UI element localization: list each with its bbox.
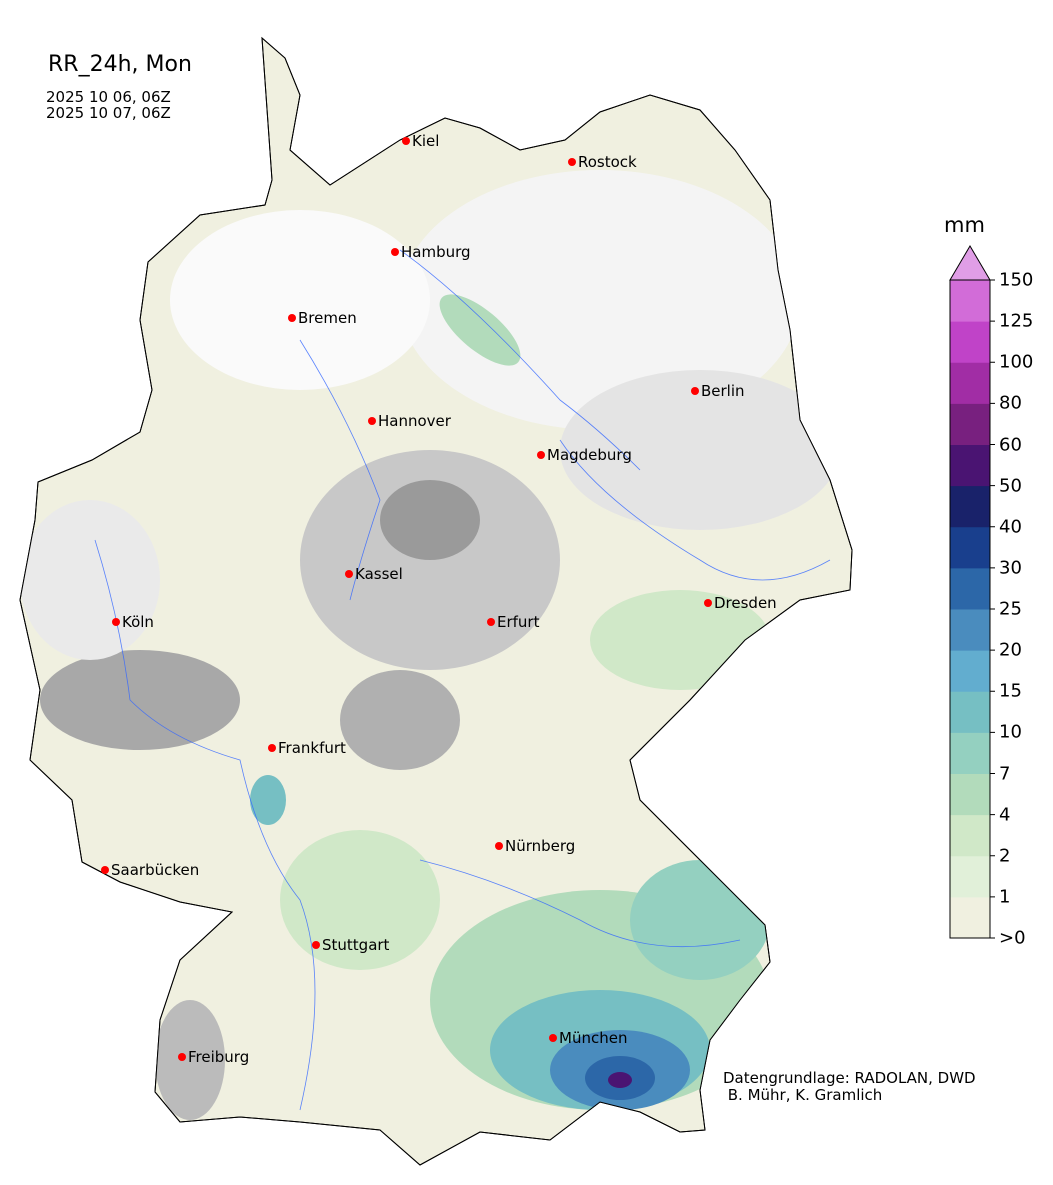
city-stuttgart: Stuttgart: [312, 936, 390, 954]
city-label: Berlin: [701, 382, 745, 400]
city-label: Kassel: [355, 565, 403, 583]
colorbar-bin: [950, 650, 990, 692]
colorbar-bin: [950, 362, 990, 404]
city-label: Stuttgart: [322, 936, 390, 954]
city-label: Köln: [122, 613, 154, 631]
city-hannover: Hannover: [368, 412, 452, 430]
colorbar-tick-label: >0: [999, 927, 1026, 949]
city-marker: [268, 744, 276, 752]
city-label: Erfurt: [497, 613, 540, 631]
author-credit: B. Mühr, K. Gramlich: [723, 1086, 883, 1104]
city-label: Frankfurt: [278, 739, 346, 757]
city-saarbücken: Saarbücken: [101, 861, 199, 879]
city-hamburg: Hamburg: [391, 243, 471, 261]
city-berlin: Berlin: [691, 382, 745, 400]
colorbar-tick-label: 40: [999, 516, 1022, 538]
city-erfurt: Erfurt: [487, 613, 540, 631]
colorbar-bin: [950, 321, 990, 363]
colorbar-bin: [950, 896, 990, 939]
city-marker: [704, 599, 712, 607]
city-label: Saarbücken: [111, 861, 199, 879]
colorbar-tick-label: 2: [999, 845, 1011, 867]
colorbar-tick-label: 50: [999, 475, 1022, 497]
colorbar-bin: [950, 773, 990, 816]
colorbar-bin: [950, 691, 990, 733]
city-markers: Kiel Rostock Hamburg Bremen Berlin Hannover Ma…: [101, 132, 777, 1066]
city-label: Rostock: [578, 153, 637, 171]
colorbar-tick-label: 15: [999, 680, 1022, 702]
city-marker: [568, 158, 576, 166]
map-title: RR_24h, Mon: [48, 52, 192, 77]
city-kassel: Kassel: [345, 565, 403, 583]
colorbar-bin: [950, 485, 990, 528]
city-label: Kiel: [412, 132, 439, 150]
city-label: München: [559, 1029, 627, 1047]
colorbar-tick-label: 125: [999, 310, 1034, 332]
city-label: Hamburg: [401, 243, 471, 261]
city-label: Bremen: [298, 309, 357, 327]
colorbar-tick-label: 80: [999, 392, 1022, 414]
city-marker: [178, 1053, 186, 1061]
data-source-credit: Datengrundlage: RADOLAN, DWD: [723, 1069, 976, 1087]
city-magdeburg: Magdeburg: [537, 446, 632, 464]
city-marker: [487, 618, 495, 626]
colorbar-tick-label: 60: [999, 434, 1022, 455]
city-marker: [391, 248, 399, 256]
city-nürnberg: Nürnberg: [495, 837, 575, 855]
colorbar-tick-label: 4: [999, 804, 1011, 826]
city-label: Dresden: [714, 594, 777, 612]
city-freiburg: Freiburg: [178, 1048, 249, 1066]
city-marker: [345, 570, 353, 578]
city-frankfurt: Frankfurt: [268, 739, 346, 757]
city-marker: [549, 1034, 557, 1042]
city-marker: [101, 866, 109, 874]
colorbar-tick-label: 1: [999, 886, 1011, 908]
colorbar-bin: [950, 814, 990, 857]
colorbar-bin: [950, 526, 990, 569]
city-label: Magdeburg: [547, 446, 632, 464]
colorbar-bin: [950, 444, 990, 487]
colorbar-tick-label: 100: [999, 351, 1034, 373]
border-line: [19, 36, 853, 1166]
colorbar-bin: [950, 403, 990, 445]
colorbar-unit: mm: [944, 213, 985, 237]
colorbar-tick-label: 7: [999, 763, 1011, 784]
colorbar-tick-label: 30: [999, 557, 1022, 579]
city-marker: [495, 842, 503, 850]
colorbar-bin: [950, 280, 990, 322]
city-marker: [402, 137, 410, 145]
city-label: Hannover: [378, 412, 452, 430]
colorbar-bin: [950, 855, 990, 898]
city-marker: [112, 618, 120, 626]
city-kiel: Kiel: [402, 132, 439, 150]
period-start: 2025 10 06, 06Z: [46, 88, 171, 106]
colorbar-bin: [950, 732, 990, 774]
colorbar-tick-label: 20: [999, 639, 1022, 661]
city-label: Nürnberg: [505, 837, 575, 855]
city-köln: Köln: [112, 613, 154, 631]
rivers: [94, 249, 831, 1111]
city-label: Freiburg: [188, 1048, 249, 1066]
city-marker: [691, 387, 699, 395]
city-dresden: Dresden: [704, 594, 777, 612]
colorbar-bin: [950, 567, 990, 610]
colorbar-tick-label: 150: [999, 269, 1034, 291]
city-marker: [312, 941, 320, 949]
colorbar-tick-label: 10: [999, 721, 1022, 743]
city-marker: [537, 451, 545, 459]
colorbar: [949, 245, 995, 939]
city-marker: [288, 314, 296, 322]
colorbar-tick-label: 25: [999, 598, 1022, 620]
city-rostock: Rostock: [568, 153, 637, 171]
city-bremen: Bremen: [288, 309, 357, 327]
city-marker: [368, 417, 376, 425]
colorbar-extend-arrow: [949, 245, 991, 281]
colorbar-bin: [950, 609, 990, 651]
period-end: 2025 10 07, 06Z: [46, 104, 171, 122]
city-münchen: München: [549, 1029, 627, 1047]
